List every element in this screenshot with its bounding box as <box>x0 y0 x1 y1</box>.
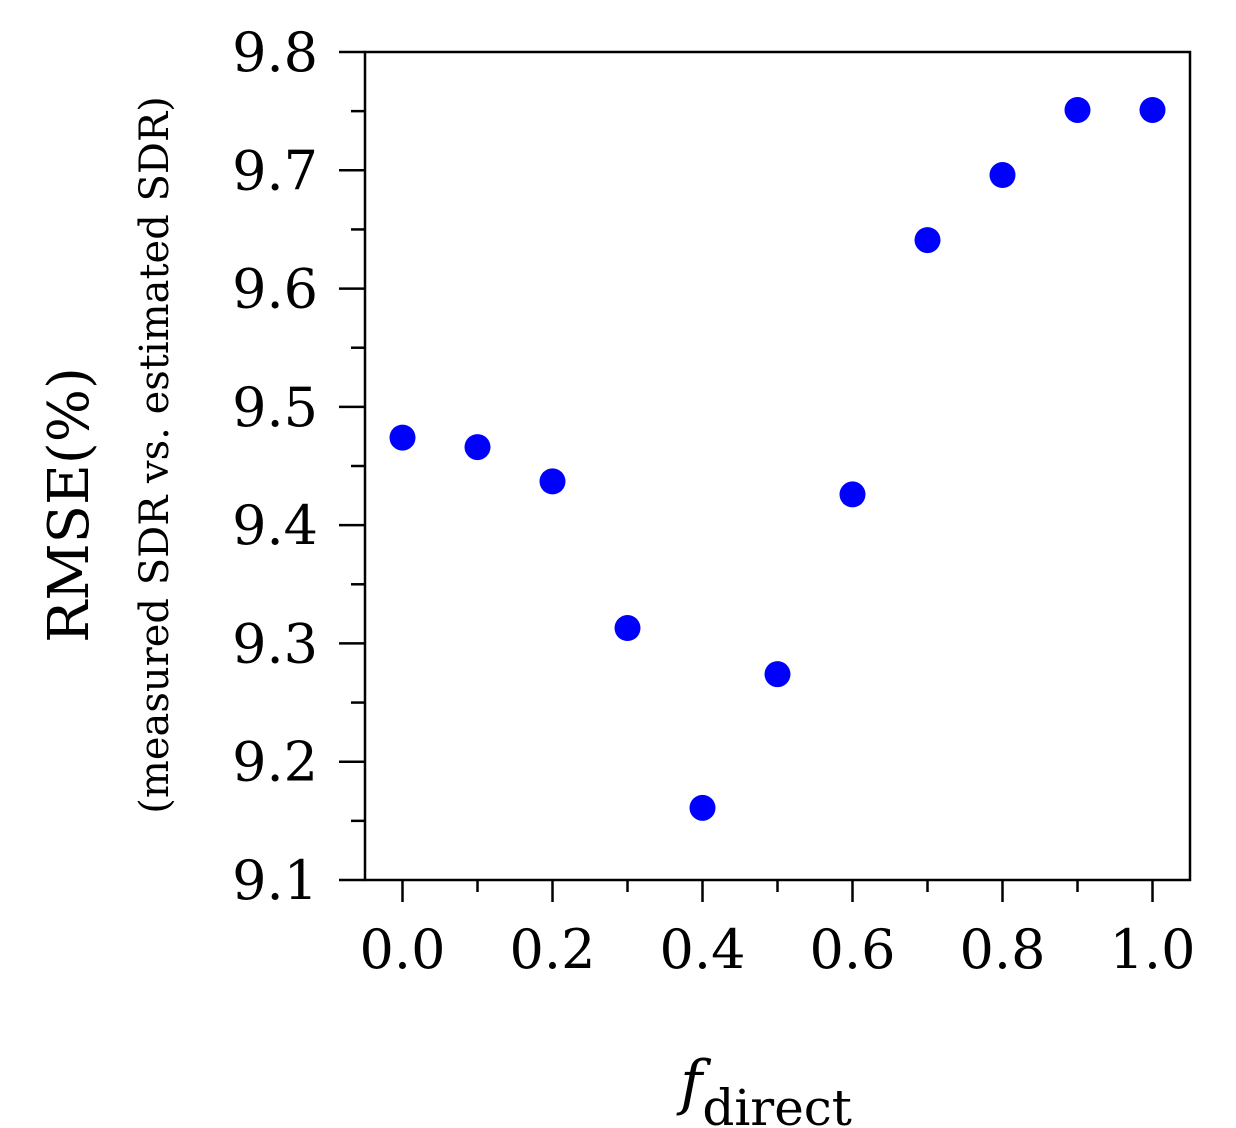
x-axis-title: fdirect <box>676 1048 852 1128</box>
y-tick-label: 9.5 <box>232 376 318 439</box>
plot-frame <box>363 50 1192 882</box>
y-tick-label: 9.4 <box>232 494 318 557</box>
x-tick-label: 1.0 <box>1110 918 1196 981</box>
y-tick-label: 9.2 <box>232 731 318 794</box>
x-tick-label: 0.8 <box>960 918 1046 981</box>
x-tick-label: 0.6 <box>810 918 896 981</box>
y-axis-ticks <box>339 50 365 882</box>
x-axis-ticks <box>401 880 1154 902</box>
data-point <box>614 615 641 642</box>
x-tick-label: 0.2 <box>510 918 596 981</box>
data-point <box>689 794 716 821</box>
x-axis-title-subscript: direct <box>702 1079 852 1128</box>
y-tick-label: 9.6 <box>232 258 318 321</box>
y-axis-subtitle: (measured SDR vs. estimated SDR) <box>132 96 178 813</box>
y-tick-label: 9.7 <box>232 139 318 202</box>
y-tick-label: 9.1 <box>232 849 318 912</box>
data-point <box>389 424 416 451</box>
x-axis-tick-labels: 0.0 0.2 0.4 0.6 0.8 1.0 <box>360 918 1196 981</box>
x-tick-label: 0.4 <box>660 918 746 981</box>
data-point <box>539 468 566 495</box>
y-tick-label: 9.8 <box>232 21 318 84</box>
data-point <box>764 661 791 688</box>
x-tick-label: 0.0 <box>360 918 446 981</box>
data-point <box>1064 96 1091 123</box>
data-point <box>914 227 941 254</box>
data-point <box>464 434 491 461</box>
data-points <box>389 96 1166 821</box>
data-point <box>1139 96 1166 123</box>
y-tick-label: 9.3 <box>232 612 318 675</box>
data-point <box>989 162 1016 189</box>
data-point <box>839 481 866 508</box>
y-axis-tick-labels: 9.1 9.2 9.3 9.4 9.5 9.6 9.7 9.8 <box>232 21 318 912</box>
y-axis-title: RMSE(%) <box>37 367 102 643</box>
